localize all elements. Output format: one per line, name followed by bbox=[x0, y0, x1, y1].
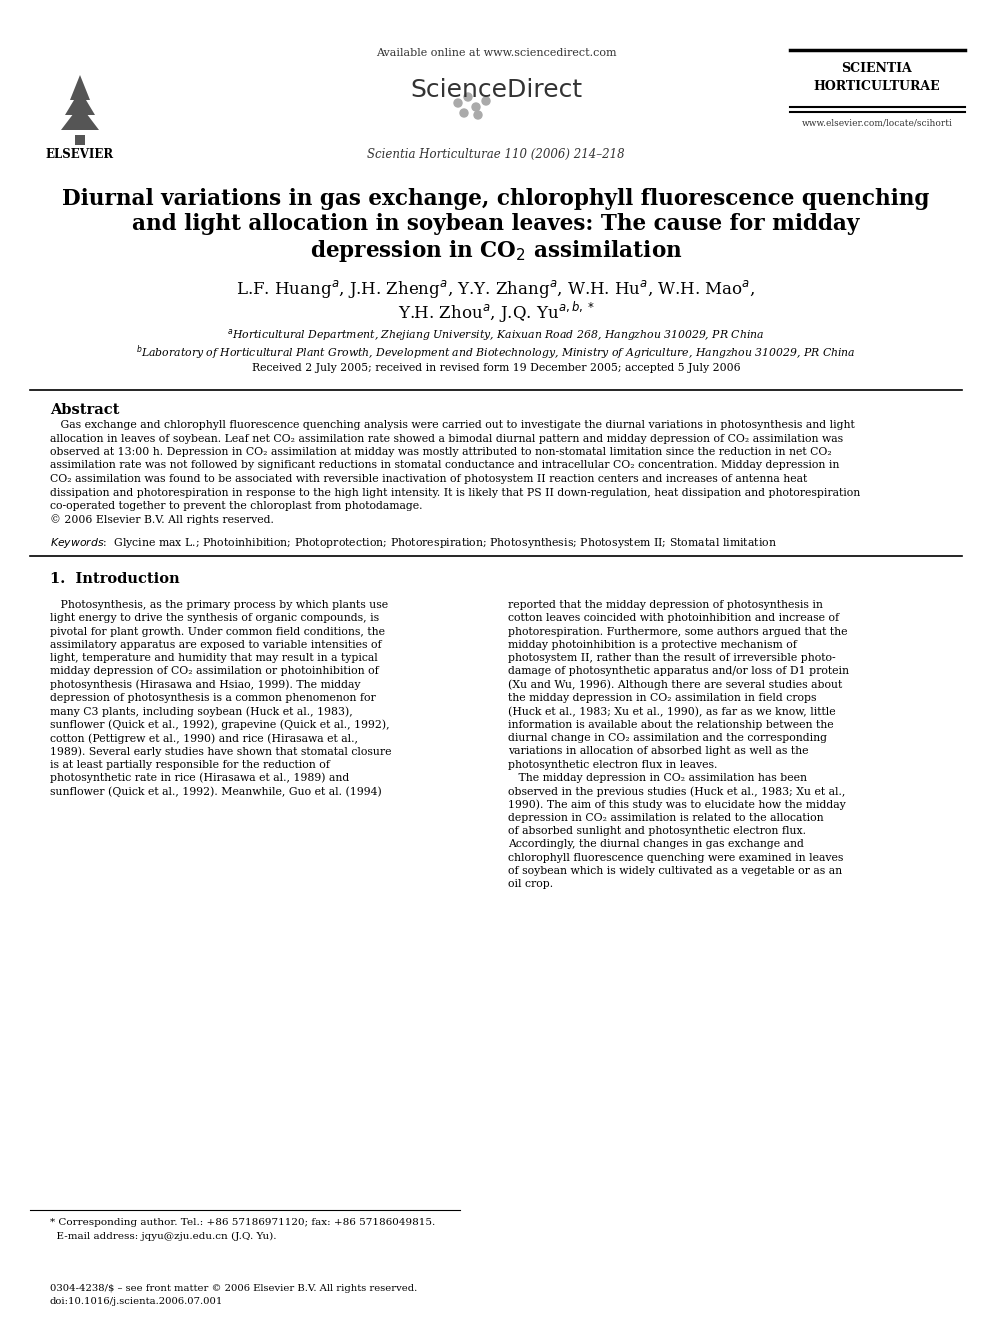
Text: depression in CO$_2$ assimilation: depression in CO$_2$ assimilation bbox=[310, 238, 682, 265]
Text: Accordingly, the diurnal changes in gas exchange and: Accordingly, the diurnal changes in gas … bbox=[508, 839, 804, 849]
Text: allocation in leaves of soybean. Leaf net CO₂ assimilation rate showed a bimodal: allocation in leaves of soybean. Leaf ne… bbox=[50, 434, 843, 443]
Text: Diurnal variations in gas exchange, chlorophyll fluorescence quenching: Diurnal variations in gas exchange, chlo… bbox=[62, 188, 930, 210]
Text: photosynthesis (Hirasawa and Hsiao, 1999). The midday: photosynthesis (Hirasawa and Hsiao, 1999… bbox=[50, 680, 360, 691]
Text: 1989). Several early studies have shown that stomatal closure: 1989). Several early studies have shown … bbox=[50, 746, 392, 757]
Text: of soybean which is widely cultivated as a vegetable or as an: of soybean which is widely cultivated as… bbox=[508, 867, 842, 876]
Text: Received 2 July 2005; received in revised form 19 December 2005; accepted 5 July: Received 2 July 2005; received in revise… bbox=[252, 363, 740, 373]
Text: sunflower (Quick et al., 1992). Meanwhile, Guo et al. (1994): sunflower (Quick et al., 1992). Meanwhil… bbox=[50, 786, 382, 796]
Text: cotton leaves coincided with photoinhibition and increase of: cotton leaves coincided with photoinhibi… bbox=[508, 614, 839, 623]
Text: www.elsevier.com/locate/scihorti: www.elsevier.com/locate/scihorti bbox=[802, 118, 952, 127]
Text: (Xu and Wu, 1996). Although there are several studies about: (Xu and Wu, 1996). Although there are se… bbox=[508, 680, 842, 691]
Text: damage of photosynthetic apparatus and/or loss of D1 protein: damage of photosynthetic apparatus and/o… bbox=[508, 667, 849, 676]
Text: of absorbed sunlight and photosynthetic electron flux.: of absorbed sunlight and photosynthetic … bbox=[508, 826, 806, 836]
Text: assimilatory apparatus are exposed to variable intensities of: assimilatory apparatus are exposed to va… bbox=[50, 640, 382, 650]
Text: reported that the midday depression of photosynthesis in: reported that the midday depression of p… bbox=[508, 601, 823, 610]
Text: light energy to drive the synthesis of organic compounds, is: light energy to drive the synthesis of o… bbox=[50, 614, 379, 623]
Text: photosynthetic rate in rice (Hirasawa et al., 1989) and: photosynthetic rate in rice (Hirasawa et… bbox=[50, 773, 349, 783]
Text: E-mail address: jqyu@zju.edu.cn (J.Q. Yu).: E-mail address: jqyu@zju.edu.cn (J.Q. Yu… bbox=[50, 1232, 277, 1241]
Text: Scientia Horticulturae 110 (2006) 214–218: Scientia Horticulturae 110 (2006) 214–21… bbox=[367, 148, 625, 161]
Text: information is available about the relationship between the: information is available about the relat… bbox=[508, 720, 833, 730]
Text: midday photoinhibition is a protective mechanism of: midday photoinhibition is a protective m… bbox=[508, 640, 797, 650]
Text: 0304-4238/$ – see front matter © 2006 Elsevier B.V. All rights reserved.: 0304-4238/$ – see front matter © 2006 El… bbox=[50, 1285, 418, 1293]
Text: sunflower (Quick et al., 1992), grapevine (Quick et al., 1992),: sunflower (Quick et al., 1992), grapevin… bbox=[50, 720, 390, 730]
Text: * Corresponding author. Tel.: +86 57186971120; fax: +86 57186049815.: * Corresponding author. Tel.: +86 571869… bbox=[50, 1218, 435, 1226]
Text: 1.  Introduction: 1. Introduction bbox=[50, 572, 180, 586]
Text: many C3 plants, including soybean (Huck et al., 1983),: many C3 plants, including soybean (Huck … bbox=[50, 706, 353, 717]
Text: 1990). The aim of this study was to elucidate how the midday: 1990). The aim of this study was to eluc… bbox=[508, 799, 846, 810]
Polygon shape bbox=[65, 90, 95, 115]
Text: oil crop.: oil crop. bbox=[508, 880, 554, 889]
Text: the midday depression in CO₂ assimilation in field crops: the midday depression in CO₂ assimilatio… bbox=[508, 693, 816, 703]
Text: Photosynthesis, as the primary process by which plants use: Photosynthesis, as the primary process b… bbox=[50, 601, 388, 610]
Text: $\it{Keywords}$:  Glycine max L.; Photoinhibition; Photoprotection; Photorespira: $\it{Keywords}$: Glycine max L.; Photoin… bbox=[50, 536, 777, 550]
Text: ScienceDirect: ScienceDirect bbox=[410, 78, 582, 102]
Text: HORTICULTURAE: HORTICULTURAE bbox=[813, 79, 940, 93]
Text: assimilation rate was not followed by significant reductions in stomatal conduct: assimilation rate was not followed by si… bbox=[50, 460, 839, 471]
Circle shape bbox=[472, 103, 480, 111]
Text: L.F. Huang$^a$, J.H. Zheng$^a$, Y.Y. Zhang$^a$, W.H. Hu$^a$, W.H. Mao$^a$,: L.F. Huang$^a$, J.H. Zheng$^a$, Y.Y. Zha… bbox=[236, 278, 756, 300]
Polygon shape bbox=[61, 105, 99, 130]
Text: variations in allocation of absorbed light as well as the: variations in allocation of absorbed lig… bbox=[508, 746, 808, 757]
Text: Gas exchange and chlorophyll fluorescence quenching analysis were carried out to: Gas exchange and chlorophyll fluorescenc… bbox=[50, 419, 855, 430]
Text: light, temperature and humidity that may result in a typical: light, temperature and humidity that may… bbox=[50, 654, 378, 663]
Polygon shape bbox=[70, 75, 90, 101]
Text: photosystem II, rather than the result of irreversible photo-: photosystem II, rather than the result o… bbox=[508, 654, 835, 663]
Text: photosynthetic electron flux in leaves.: photosynthetic electron flux in leaves. bbox=[508, 759, 717, 770]
Text: Y.H. Zhou$^a$, J.Q. Yu$^{a,b,*}$: Y.H. Zhou$^a$, J.Q. Yu$^{a,b,*}$ bbox=[398, 300, 594, 325]
Text: co-operated together to prevent the chloroplast from photodamage.: co-operated together to prevent the chlo… bbox=[50, 501, 423, 511]
Text: and light allocation in soybean leaves: The cause for midday: and light allocation in soybean leaves: … bbox=[132, 213, 860, 235]
Text: pivotal for plant growth. Under common field conditions, the: pivotal for plant growth. Under common f… bbox=[50, 627, 385, 636]
Text: photorespiration. Furthermore, some authors argued that the: photorespiration. Furthermore, some auth… bbox=[508, 627, 847, 636]
Text: $^a$Horticultural Department, Zhejiang University, Kaixuan Road 268, Hangzhou 31: $^a$Horticultural Department, Zhejiang U… bbox=[227, 327, 765, 343]
Text: depression in CO₂ assimilation is related to the allocation: depression in CO₂ assimilation is relate… bbox=[508, 812, 823, 823]
Text: midday depression of CO₂ assimilation or photoinhibition of: midday depression of CO₂ assimilation or… bbox=[50, 667, 379, 676]
Text: depression of photosynthesis is a common phenomenon for: depression of photosynthesis is a common… bbox=[50, 693, 376, 703]
Text: observed at 13:00 h. Depression in CO₂ assimilation at midday was mostly attribu: observed at 13:00 h. Depression in CO₂ a… bbox=[50, 447, 831, 456]
Circle shape bbox=[460, 108, 468, 116]
Text: cotton (Pettigrew et al., 1990) and rice (Hirasawa et al.,: cotton (Pettigrew et al., 1990) and rice… bbox=[50, 733, 358, 744]
Text: The midday depression in CO₂ assimilation has been: The midday depression in CO₂ assimilatio… bbox=[508, 773, 807, 783]
Text: © 2006 Elsevier B.V. All rights reserved.: © 2006 Elsevier B.V. All rights reserved… bbox=[50, 515, 274, 525]
Text: $^b$Laboratory of Horticultural Plant Growth, Development and Biotechnology, Min: $^b$Laboratory of Horticultural Plant Gr… bbox=[136, 343, 856, 361]
Text: SCIENTIA: SCIENTIA bbox=[841, 62, 913, 75]
Circle shape bbox=[474, 111, 482, 119]
Text: dissipation and photorespiration in response to the high light intensity. It is : dissipation and photorespiration in resp… bbox=[50, 487, 860, 497]
Text: Abstract: Abstract bbox=[50, 404, 119, 417]
Polygon shape bbox=[75, 135, 85, 146]
Text: (Huck et al., 1983; Xu et al., 1990), as far as we know, little: (Huck et al., 1983; Xu et al., 1990), as… bbox=[508, 706, 835, 717]
Text: Available online at www.sciencedirect.com: Available online at www.sciencedirect.co… bbox=[376, 48, 616, 58]
Text: chlorophyll fluorescence quenching were examined in leaves: chlorophyll fluorescence quenching were … bbox=[508, 853, 843, 863]
Text: observed in the previous studies (Huck et al., 1983; Xu et al.,: observed in the previous studies (Huck e… bbox=[508, 786, 845, 796]
Circle shape bbox=[454, 99, 462, 107]
Text: doi:10.1016/j.scienta.2006.07.001: doi:10.1016/j.scienta.2006.07.001 bbox=[50, 1297, 223, 1306]
Text: is at least partially responsible for the reduction of: is at least partially responsible for th… bbox=[50, 759, 330, 770]
Text: ELSEVIER: ELSEVIER bbox=[46, 148, 114, 161]
Text: diurnal change in CO₂ assimilation and the corresponding: diurnal change in CO₂ assimilation and t… bbox=[508, 733, 827, 744]
Circle shape bbox=[482, 97, 490, 105]
Text: CO₂ assimilation was found to be associated with reversible inactivation of phot: CO₂ assimilation was found to be associa… bbox=[50, 474, 807, 484]
Circle shape bbox=[464, 93, 472, 101]
